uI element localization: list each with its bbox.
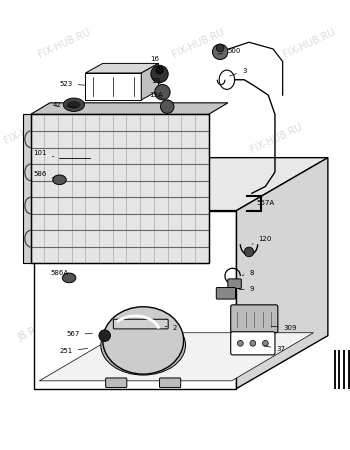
Ellipse shape — [101, 315, 186, 375]
Ellipse shape — [67, 101, 80, 108]
Polygon shape — [34, 211, 237, 388]
Circle shape — [212, 44, 228, 59]
Polygon shape — [141, 63, 159, 100]
Text: FIX-HUB.RU: FIX-HUB.RU — [2, 113, 58, 146]
Text: 37: 37 — [264, 346, 285, 352]
Circle shape — [151, 65, 168, 83]
Text: FIX-HUB.RU: FIX-HUB.RU — [36, 27, 91, 60]
Bar — [334, 350, 336, 388]
Text: 251: 251 — [60, 348, 88, 354]
Text: 567: 567 — [66, 331, 92, 337]
Bar — [338, 350, 341, 388]
Text: 120: 120 — [252, 236, 272, 244]
Text: 309: 309 — [271, 325, 297, 331]
Polygon shape — [31, 114, 209, 264]
Text: 2: 2 — [165, 325, 177, 331]
Text: 19A: 19A — [149, 92, 163, 99]
Polygon shape — [39, 333, 314, 381]
FancyBboxPatch shape — [216, 288, 236, 299]
Polygon shape — [34, 158, 328, 211]
Text: FIX-HUB.RU: FIX-HUB.RU — [127, 122, 182, 155]
FancyBboxPatch shape — [160, 378, 181, 387]
Ellipse shape — [63, 98, 84, 112]
Circle shape — [161, 100, 174, 113]
FancyBboxPatch shape — [231, 332, 275, 355]
Polygon shape — [85, 63, 159, 73]
Ellipse shape — [103, 307, 184, 374]
Text: 586A: 586A — [50, 270, 75, 276]
FancyBboxPatch shape — [113, 319, 168, 329]
Circle shape — [237, 341, 243, 346]
Polygon shape — [31, 103, 228, 114]
Text: 3: 3 — [230, 68, 246, 76]
Text: 9: 9 — [239, 287, 254, 292]
Circle shape — [216, 44, 224, 52]
Text: 16: 16 — [150, 56, 160, 68]
Text: FIX-HUB.RU: FIX-HUB.RU — [171, 27, 226, 60]
Text: 42: 42 — [52, 102, 76, 108]
Text: 586: 586 — [34, 171, 54, 178]
Polygon shape — [85, 73, 141, 100]
FancyBboxPatch shape — [228, 279, 241, 288]
Circle shape — [156, 66, 163, 74]
Text: 500: 500 — [218, 48, 241, 54]
Circle shape — [244, 247, 254, 257]
Text: FIX-HUB.RU: FIX-HUB.RU — [120, 317, 176, 350]
Ellipse shape — [53, 175, 66, 184]
FancyBboxPatch shape — [231, 305, 278, 333]
Circle shape — [99, 330, 111, 342]
Text: 19: 19 — [151, 78, 160, 84]
Text: JB.RU: JB.RU — [16, 323, 44, 343]
FancyBboxPatch shape — [106, 378, 127, 387]
Text: FIX-HUB.RU: FIX-HUB.RU — [262, 217, 317, 250]
Text: FIX-HUB.RU: FIX-HUB.RU — [147, 217, 203, 250]
Text: 101: 101 — [34, 150, 54, 157]
Text: FIX-HUB.RU: FIX-HUB.RU — [282, 27, 337, 60]
Bar — [343, 350, 345, 388]
Text: FIX-HUB.RU: FIX-HUB.RU — [248, 122, 303, 155]
Bar — [348, 350, 350, 388]
Circle shape — [250, 341, 256, 346]
Circle shape — [262, 341, 268, 346]
Text: 8: 8 — [242, 270, 254, 276]
Text: FIX-HUB.RU: FIX-HUB.RU — [248, 317, 303, 350]
Text: 567A: 567A — [252, 200, 274, 211]
Polygon shape — [237, 158, 328, 388]
Polygon shape — [23, 114, 31, 264]
Circle shape — [155, 85, 170, 100]
Text: FIX-HUB.RU: FIX-HUB.RU — [26, 217, 81, 250]
Text: 523: 523 — [60, 81, 86, 86]
Ellipse shape — [62, 273, 76, 283]
